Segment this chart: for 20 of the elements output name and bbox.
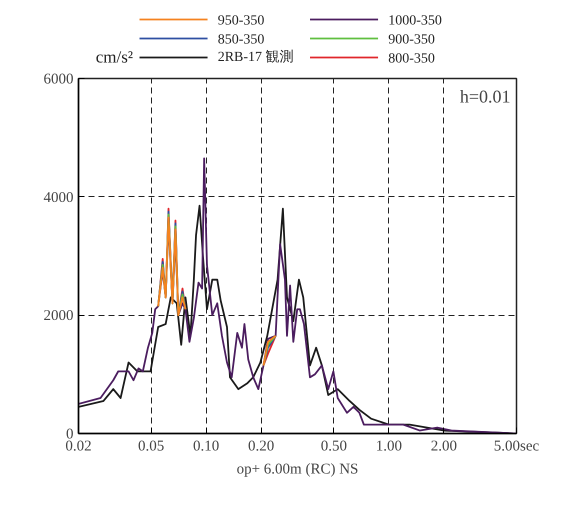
legend-label: 900-350 [388,32,435,48]
x-tick-label: 0.20 [248,438,274,454]
x-tick-label: 0.02 [65,438,92,454]
y-tick-label: 4000 [44,190,74,206]
legend-label: 800-350 [388,52,435,66]
legend-label: 850-350 [218,32,264,48]
x-tick-label: 0.50 [320,438,347,454]
legend-label: 1000-350 [388,14,442,28]
x-tick-label: 1.00 [376,438,402,454]
y-tick-label: 2000 [44,308,74,324]
x-tick-label: 5.00sec [494,438,540,454]
y-tick-label: 6000 [44,72,74,88]
x-tick-label: 2.00 [430,438,457,454]
annotation: h=0.01 [460,86,511,106]
legend-label: 950-350 [218,14,264,28]
x-axis-title: op+ 6.00m (RC) NS [236,462,358,478]
y-axis-title: cm/s² [96,48,133,66]
legend-label: 2RB-17 観測 [218,49,294,65]
x-tick-label: 0.10 [193,438,220,454]
x-tick-label: 0.05 [138,438,164,454]
